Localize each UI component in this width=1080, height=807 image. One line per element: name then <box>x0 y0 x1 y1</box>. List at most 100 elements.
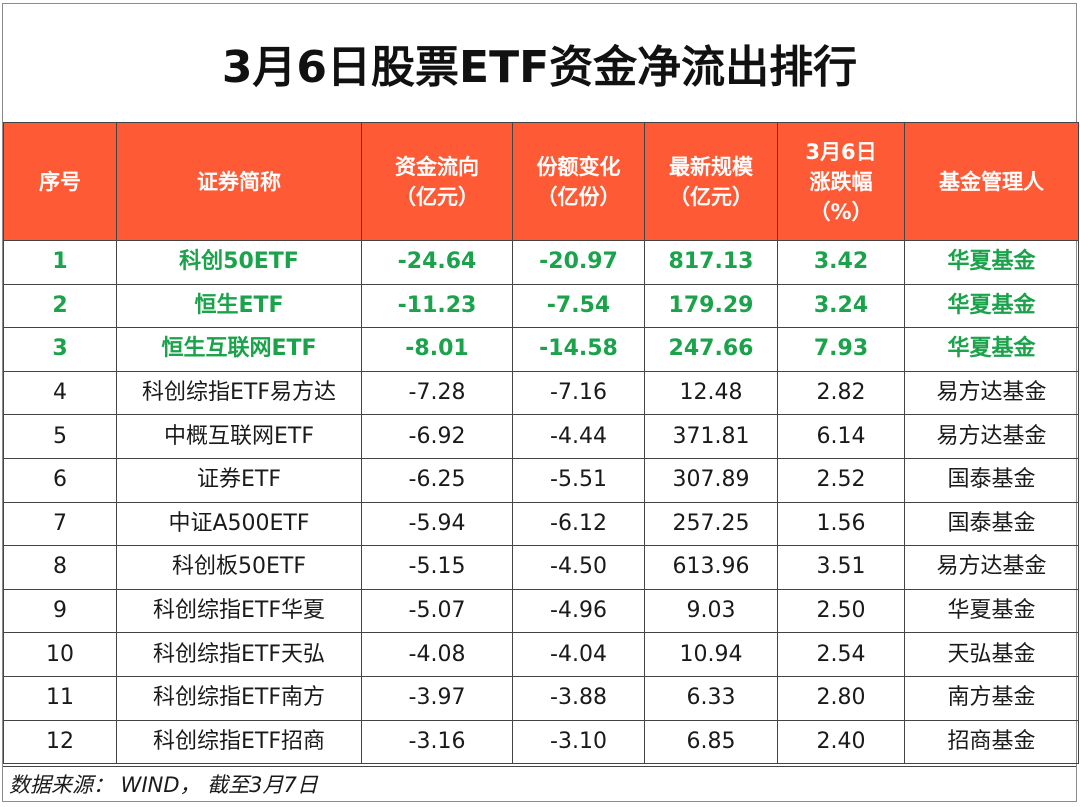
column-header-pct-change: 3月6日 涨跌幅 （%） <box>777 122 905 241</box>
cell-pct-change: 6.14 <box>777 414 905 459</box>
table-row: 6 证券ETF -6.25 -5.51 307.89 2.52 国泰基金 <box>3 457 1079 503</box>
column-header-share-change: 份额变化 （亿份） <box>512 122 645 241</box>
column-header-flow: 资金流向 （亿元） <box>361 122 513 241</box>
cell-share-change: -14.58 <box>512 327 645 372</box>
cell-share-change: -6.12 <box>512 501 645 547</box>
cell-rank: 10 <box>3 632 117 677</box>
cell-size: 179.29 <box>644 283 778 329</box>
cell-flow: -5.94 <box>361 501 513 547</box>
cell-share-change: -7.54 <box>512 283 645 329</box>
table-row: 11 科创综指ETF南方 -3.97 -3.88 6.33 2.80 南方基金 <box>3 675 1079 721</box>
table-row: 9 科创综指ETF华夏 -5.07 -4.96 9.03 2.50 华夏基金 <box>3 588 1079 634</box>
cell-manager: 华夏基金 <box>904 283 1079 329</box>
cell-manager: 易方达基金 <box>904 545 1079 590</box>
cell-flow: -24.64 <box>361 240 513 285</box>
cell-flow: -5.15 <box>361 545 513 590</box>
cell-size: 817.13 <box>644 240 778 285</box>
cell-name: 恒生ETF <box>116 283 362 329</box>
cell-flow: -11.23 <box>361 283 513 329</box>
cell-rank: 5 <box>3 414 117 459</box>
table-header-row: 序号 证券简称 资金流向 （亿元） 份额变化 （亿份） 最新规模 （亿元） <box>3 122 1079 241</box>
cell-name: 科创综指ETF招商 <box>116 719 362 765</box>
cell-manager: 天弘基金 <box>904 632 1079 677</box>
cell-pct-change: 2.52 <box>777 457 905 503</box>
cell-size: 613.96 <box>644 545 778 590</box>
cell-pct-change: 2.54 <box>777 632 905 677</box>
table-row: 5 中概互联网ETF -6.92 -4.44 371.81 6.14 易方达基金 <box>3 414 1079 459</box>
cell-pct-change: 3.51 <box>777 545 905 590</box>
cell-share-change: -7.16 <box>512 370 645 416</box>
cell-name: 恒生互联网ETF <box>116 327 362 372</box>
cell-manager: 华夏基金 <box>904 588 1079 634</box>
cell-rank: 6 <box>3 457 117 503</box>
cell-name: 中概互联网ETF <box>116 414 362 459</box>
cell-rank: 1 <box>3 240 117 285</box>
table-row: 10 科创综指ETF天弘 -4.08 -4.04 10.94 2.54 天弘基金 <box>3 632 1079 677</box>
cell-pct-change: 2.80 <box>777 675 905 721</box>
cell-share-change: -3.88 <box>512 675 645 721</box>
table-row: 3 恒生互联网ETF -8.01 -14.58 247.66 7.93 华夏基金 <box>3 327 1079 372</box>
cell-pct-change: 2.40 <box>777 719 905 765</box>
cell-size: 9.03 <box>644 588 778 634</box>
cell-size: 12.48 <box>644 370 778 416</box>
cell-share-change: -4.44 <box>512 414 645 459</box>
cell-manager: 易方达基金 <box>904 414 1079 459</box>
cell-manager: 招商基金 <box>904 719 1079 765</box>
cell-name: 证券ETF <box>116 457 362 503</box>
cell-size: 371.81 <box>644 414 778 459</box>
cell-share-change: -4.96 <box>512 588 645 634</box>
table-row: 2 恒生ETF -11.23 -7.54 179.29 3.24 华夏基金 <box>3 283 1079 329</box>
cell-manager: 华夏基金 <box>904 240 1079 285</box>
cell-share-change: -3.10 <box>512 719 645 765</box>
column-header-size: 最新规模 （亿元） <box>644 122 778 241</box>
table-row: 12 科创综指ETF招商 -3.16 -3.10 6.85 2.40 招商基金 <box>3 719 1079 765</box>
cell-flow: -8.01 <box>361 327 513 372</box>
cell-flow: -4.08 <box>361 632 513 677</box>
cell-rank: 8 <box>3 545 117 590</box>
cell-rank: 2 <box>3 283 117 329</box>
cell-pct-change: 1.56 <box>777 501 905 547</box>
etf-outflow-table-card: 3月6日股票ETF资金净流出排行 序号 证券简称 资金流向 （亿元） <box>2 3 1079 802</box>
cell-flow: -3.16 <box>361 719 513 765</box>
cell-flow: -3.97 <box>361 675 513 721</box>
cell-size: 6.33 <box>644 675 778 721</box>
table-row: 7 中证A500ETF -5.94 -6.12 257.25 1.56 国泰基金 <box>3 501 1079 547</box>
table-row: 4 科创综指ETF易方达 -7.28 -7.16 12.48 2.82 易方达基… <box>3 370 1079 416</box>
cell-size: 307.89 <box>644 457 778 503</box>
table-row: 8 科创板50ETF -5.15 -4.50 613.96 3.51 易方达基金 <box>3 545 1079 590</box>
cell-name: 科创综指ETF南方 <box>116 675 362 721</box>
cell-pct-change: 3.42 <box>777 240 905 285</box>
cell-share-change: -5.51 <box>512 457 645 503</box>
cell-rank: 7 <box>3 501 117 547</box>
column-header-manager: 基金管理人 <box>904 122 1079 241</box>
cell-manager: 国泰基金 <box>904 501 1079 547</box>
cell-flow: -7.28 <box>361 370 513 416</box>
cell-pct-change: 2.50 <box>777 588 905 634</box>
cell-manager: 华夏基金 <box>904 327 1079 372</box>
cell-pct-change: 7.93 <box>777 327 905 372</box>
cell-rank: 3 <box>3 327 117 372</box>
cell-manager: 南方基金 <box>904 675 1079 721</box>
cell-size: 10.94 <box>644 632 778 677</box>
table-body: 1 科创50ETF -24.64 -20.97 817.13 3.42 华夏基金… <box>3 240 1079 765</box>
cell-pct-change: 3.24 <box>777 283 905 329</box>
cell-manager: 易方达基金 <box>904 370 1079 416</box>
cell-manager: 国泰基金 <box>904 457 1079 503</box>
cell-rank: 4 <box>3 370 117 416</box>
cell-share-change: -4.04 <box>512 632 645 677</box>
cell-flow: -6.25 <box>361 457 513 503</box>
column-header-name: 证券简称 <box>116 122 362 241</box>
cell-flow: -6.92 <box>361 414 513 459</box>
column-header-rank: 序号 <box>3 122 117 241</box>
cell-name: 科创板50ETF <box>116 545 362 590</box>
cell-pct-change: 2.82 <box>777 370 905 416</box>
cell-size: 6.85 <box>644 719 778 765</box>
cell-share-change: -4.50 <box>512 545 645 590</box>
table-row: 1 科创50ETF -24.64 -20.97 817.13 3.42 华夏基金 <box>3 240 1079 285</box>
cell-rank: 9 <box>3 588 117 634</box>
outflow-ranking-table: 序号 证券简称 资金流向 （亿元） 份额变化 （亿份） 最新规模 （亿元） <box>3 122 1079 765</box>
data-source-note: 数据来源： WIND， 截至3月7日 <box>3 766 1076 802</box>
cell-name: 科创综指ETF华夏 <box>116 588 362 634</box>
cell-flow: -5.07 <box>361 588 513 634</box>
cell-name: 中证A500ETF <box>116 501 362 547</box>
